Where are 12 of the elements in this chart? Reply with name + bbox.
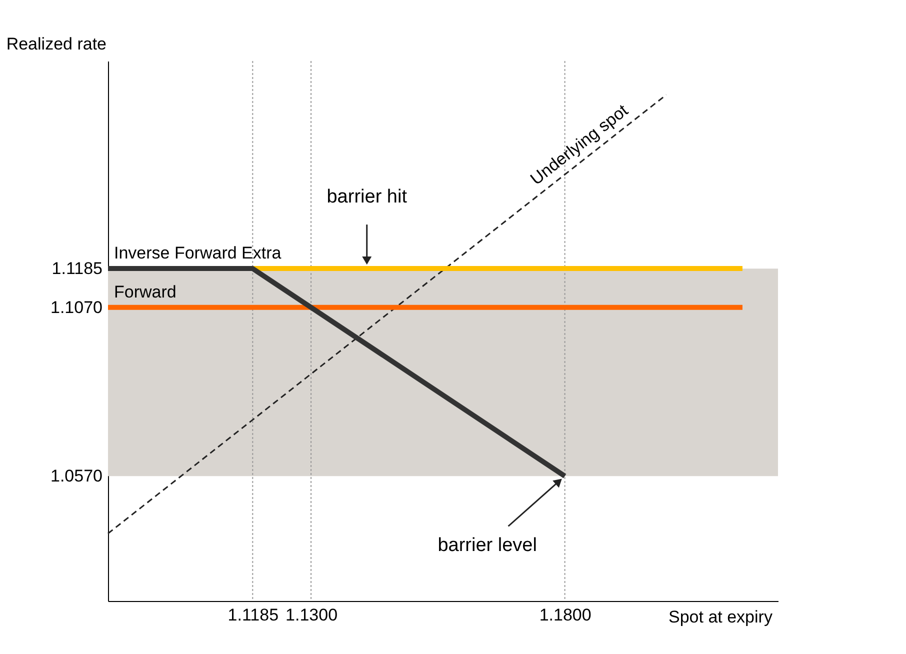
series-label: Forward <box>114 282 176 302</box>
y-tick-label: 1.1070 <box>50 298 102 317</box>
y-axis-title: Realized rate <box>6 34 106 54</box>
x-tick-label: 1.1800 <box>539 606 592 624</box>
y-tick-label: 1.0570 <box>50 466 102 486</box>
series-label: Inverse Forward Extra <box>114 244 282 263</box>
y-tick-label: 1.1185 <box>52 259 102 278</box>
x-tick-label: 1.1185 <box>228 606 279 624</box>
x-axis-title: Spot at expiry <box>668 608 773 626</box>
x-tick-label: 1.1300 <box>286 606 338 624</box>
annotation: barrier level <box>438 534 537 556</box>
annotation: barrier hit <box>326 186 408 208</box>
